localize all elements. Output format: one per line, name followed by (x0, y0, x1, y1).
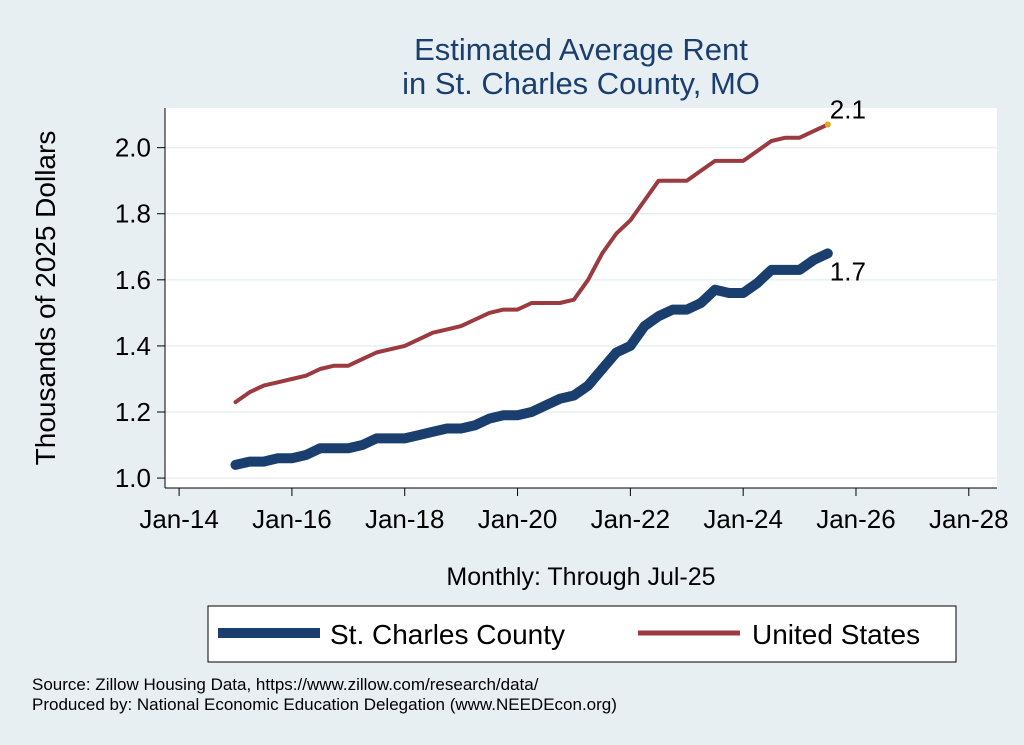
producer-line: Produced by: National Economic Education… (32, 695, 617, 714)
end-labels: 1.7 2.1 (824, 95, 866, 286)
gridlines (165, 146, 997, 479)
x-tick-label: Jan-26 (816, 504, 896, 534)
end-label-st-charles-county: 1.7 (830, 256, 866, 286)
chart-title-line-2: in St. Charles County, MO (402, 66, 760, 101)
x-axis-label: Monthly: Through Jul-25 (446, 563, 715, 591)
legend: St. Charles County United States (207, 605, 957, 663)
y-tick-label: 1.0 (115, 463, 151, 493)
x-tick-label: Jan-18 (365, 504, 445, 534)
y-tick-label: 1.4 (115, 331, 151, 361)
x-tick-label: Jan-14 (139, 504, 219, 534)
series-lines (230, 122, 833, 470)
axes: 1.0 1.2 1.4 1.6 1.8 2.0 Jan-14 Jan-16 Jan-18 Jan-… (115, 108, 1009, 534)
y-axis-label: Thousands of 2025 Dollars (30, 131, 61, 466)
x-tick-label: Jan-28 (929, 504, 1009, 534)
y-tick-label: 2.0 (115, 133, 151, 163)
legend-label-st-charles-county: St. Charles County (330, 619, 565, 650)
series-line-united-states (233, 122, 830, 405)
y-tick-label: 1.6 (115, 265, 151, 295)
legend-label-united-states: United States (752, 619, 920, 650)
x-tick-label: Jan-22 (591, 504, 671, 534)
legend-box (207, 605, 957, 663)
series-line-st-charles-county (230, 248, 833, 470)
source-line: Source: Zillow Housing Data, https://www… (32, 675, 539, 694)
end-label-united-states: 2.1 (830, 95, 866, 125)
chart-title-line-1: Estimated Average Rent (414, 32, 748, 67)
y-tick-label: 1.2 (115, 397, 151, 427)
x-tick-label: Jan-20 (478, 504, 558, 534)
plot-area (165, 108, 997, 488)
end-marker-united-states (824, 121, 831, 128)
y-tick-label: 1.8 (115, 199, 151, 229)
x-tick-label: Jan-24 (703, 504, 783, 534)
x-tick-label: Jan-16 (252, 504, 332, 534)
